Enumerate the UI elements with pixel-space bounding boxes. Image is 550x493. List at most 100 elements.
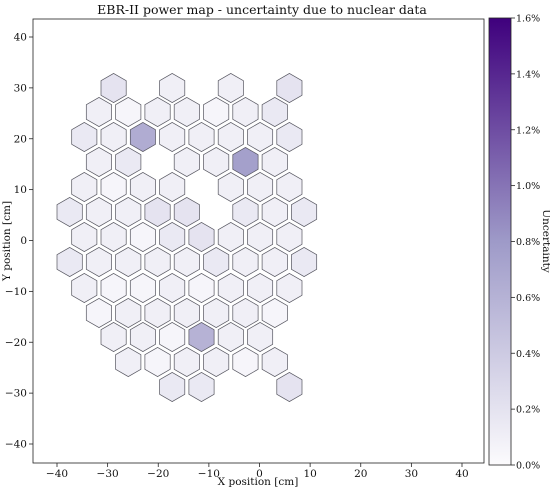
hex-assembly [261,297,288,329]
hex-assembly [173,196,200,228]
hex-assembly [203,96,230,128]
hex-assembly [217,121,244,153]
hex-assembly [85,196,112,228]
colorbar-tick-label: 1.0% [516,181,540,192]
colorbar-tick-label: 0.2% [516,405,540,416]
x-tick-label: −20 [147,468,169,480]
hex-assembly [247,121,274,153]
colorbar-ticks: 0.0% 0.2% 0.4% 0.6% 0.8% 1.0% 1.2% 1.4% 1.6% [511,14,540,472]
hex-assembly [71,272,98,304]
y-tick-label: −20 [5,337,27,349]
hex-assembly [71,221,98,253]
hex-assembly [85,96,112,128]
hex-assembly [144,346,171,378]
hex-assembly [188,371,215,403]
hex-assembly [144,96,171,128]
colorbar-tick-label: 0.4% [516,349,540,360]
hex-assembly [159,221,186,253]
x-tick-label: 20 [354,468,367,480]
hex-assembly [203,346,230,378]
hex-assembly [144,297,171,329]
hex-assembly [247,171,274,203]
colorbar-tick-label: 1.6% [516,14,540,25]
x-tick-label: −10 [198,468,220,480]
hex-assembly [247,272,274,304]
x-tick-label: 0 [256,468,263,480]
hex-assembly [173,146,200,178]
hex-assembly [159,272,186,304]
x-tick-label: −40 [46,468,68,480]
hex-assembly [173,246,200,278]
hex-assembly [276,121,303,153]
x-tick-label: 10 [303,468,316,480]
hex-assembly [217,72,244,104]
hex-assembly [56,246,83,278]
hex-assembly [129,321,156,353]
hex-assembly [173,96,200,128]
hex-assembly [144,246,171,278]
hex-assembly [144,196,171,228]
colorbar-tick-label: 0.0% [516,461,540,472]
hex-assembly [100,171,127,203]
x-tick-label: −30 [97,468,119,480]
y-tick-label: 10 [14,184,27,196]
hex-assembly [232,196,259,228]
x-axis-label: X position [cm] [218,476,299,488]
x-tick-label: 30 [405,468,418,480]
hex-assembly [217,171,244,203]
y-axis-label: Y position [cm] [1,201,13,282]
hex-assembly [100,221,127,253]
hex-assembly [159,371,186,403]
hex-assembly [232,246,259,278]
y-tick-label: −10 [5,286,27,298]
y-tick-label: 20 [14,133,27,145]
hex-assembly [291,246,318,278]
y-tick-label: −30 [5,388,27,400]
hex-assembly [56,196,83,228]
hex-assembly [129,121,156,153]
hex-assembly [85,297,112,329]
hex-assembly [217,272,244,304]
hex-assembly [247,321,274,353]
y-tick-label: 40 [14,32,27,44]
hex-assembly [129,221,156,253]
hex-assemblies [56,72,318,403]
hex-assembly [188,321,215,353]
hex-assembly [115,297,142,329]
hex-assembly [203,146,230,178]
colorbar-tick-label: 1.2% [516,125,540,136]
hex-assembly [100,321,127,353]
hex-assembly [115,346,142,378]
hex-assembly [159,171,186,203]
hex-assembly [188,121,215,153]
hex-assembly [203,246,230,278]
x-axis-ticks: −40 −30 −20 −10 0 10 20 30 40 [46,463,469,480]
hex-assembly [261,146,288,178]
y-axis-ticks: −40 −30 −20 −10 0 10 20 30 40 [5,32,33,451]
colorbar [488,17,512,466]
hex-assembly [129,171,156,203]
hex-assembly [217,321,244,353]
colorbar-label: Uncertainty [540,209,550,273]
hex-assembly [247,221,274,253]
hex-assembly [261,196,288,228]
hex-assembly [159,121,186,153]
hex-assembly [115,196,142,228]
hex-assembly [71,121,98,153]
hex-assembly [159,321,186,353]
hex-assembly [71,171,98,203]
hex-assembly [276,371,303,403]
hex-assembly [276,272,303,304]
hex-assembly [115,96,142,128]
hex-assembly [100,121,127,153]
hex-assembly [129,272,156,304]
hex-assembly [232,96,259,128]
hex-assembly [203,297,230,329]
hex-assembly [100,272,127,304]
hex-assembly [173,346,200,378]
chart-title: EBR-II power map - uncertainty due to nu… [97,2,427,17]
hex-assembly [261,246,288,278]
hex-assembly [85,146,112,178]
hex-assembly [173,297,200,329]
